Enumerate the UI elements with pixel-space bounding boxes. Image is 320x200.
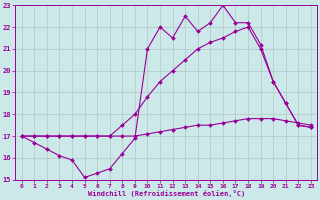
X-axis label: Windchill (Refroidissement éolien,°C): Windchill (Refroidissement éolien,°C) xyxy=(88,190,245,197)
